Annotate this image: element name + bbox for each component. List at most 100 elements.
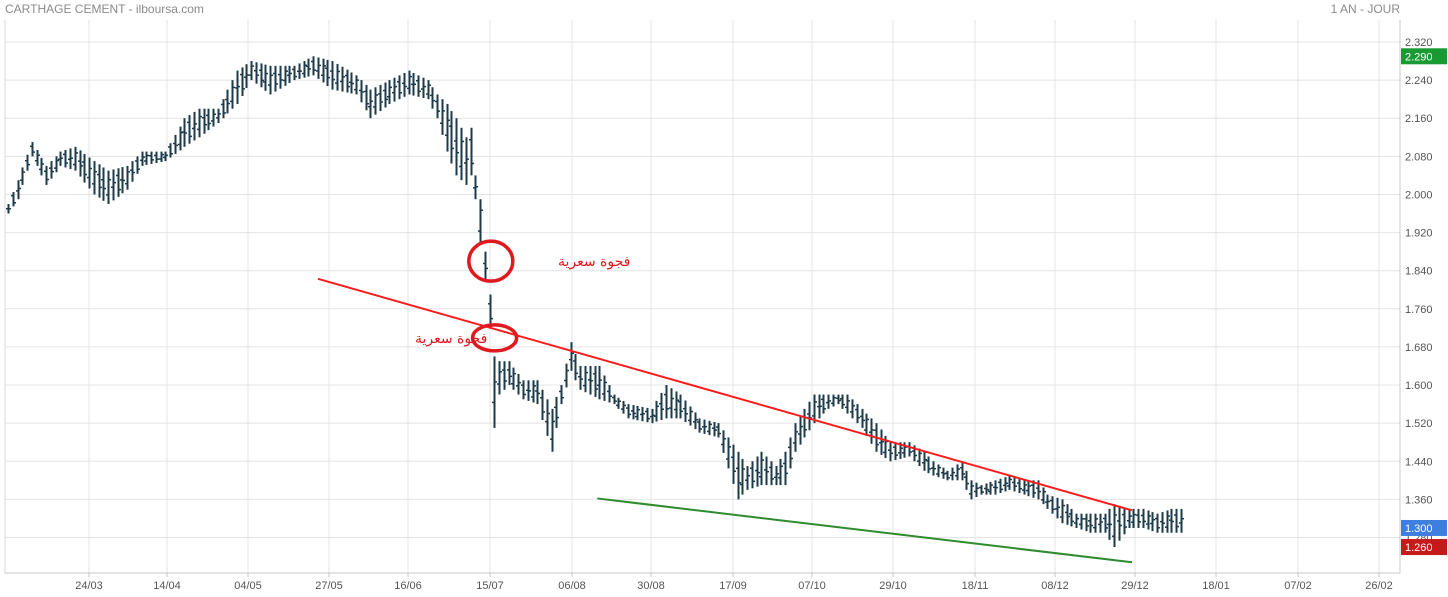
ohlc-bar [478,199,483,243]
ohlc-bar [44,165,49,185]
ohlc-bar [1017,478,1022,494]
ohlc-bar [125,165,130,190]
resistance-trendline [317,277,1133,512]
ohlc-bar [936,464,941,478]
ohlc-bar [1003,477,1008,492]
ohlc-bar [759,451,764,486]
ohlc-bar [626,404,631,419]
ohlc-bar [688,406,693,426]
ohlc-bar [755,456,760,487]
ohlc-bar [712,421,717,437]
ohlc-bar [1155,513,1160,533]
ohlc-bar [459,127,464,181]
ohlc-bar [769,461,774,486]
ohlc-bar [893,442,898,461]
ohlc-bar [631,405,636,420]
ohlc-bar [969,480,974,500]
ohlc-bar [473,175,478,200]
ohlc-bar [1069,508,1074,527]
ohlc-bar [879,429,884,455]
x-tick-label: 18/01 [1202,580,1230,592]
ohlc-bar [240,67,245,96]
ohlc-bar [1112,504,1117,548]
ohlc-bar [745,466,750,490]
ohlc-bar [783,451,788,486]
ohlc-bar [454,118,459,176]
ohlc-bar [702,419,707,434]
ohlc-bar [488,294,493,328]
ohlc-bar [287,65,292,83]
ohlc-bar [449,111,454,164]
ohlc-bar [54,156,59,173]
ohlc-bar [821,394,826,414]
ohlc-bar [817,394,822,419]
ohlc-bar [836,394,841,405]
ohlc-bar [283,65,288,86]
ohlc-bar [516,373,521,395]
ohlc-bar [1041,487,1046,505]
ohlc-bar [750,461,755,489]
x-tick-label: 29/12 [1121,580,1149,592]
ohlc-bar [221,99,226,119]
ohlc-bar [1165,510,1170,533]
ohlc-bar [1022,480,1027,495]
ohlc-bar [1093,513,1098,533]
gap-annotation: فجوة سعرية [558,254,630,270]
ohlc-bar [39,157,44,176]
ohlc-bar [58,151,63,166]
ohlc-bar [316,57,321,79]
y-tick-label: 1.360 [1405,494,1433,506]
ohlc-bar [359,80,364,103]
ohlc-bar [588,365,593,395]
ohlc-bar [364,84,369,111]
ohlc-bar [778,458,783,486]
ohlc-bar [855,404,860,424]
x-tick-label: 08/12 [1041,580,1069,592]
ohlc-bar [526,380,531,401]
ohlc-bar [659,392,664,420]
ohlc-bar [1131,508,1136,528]
ohlc-bar [1065,504,1070,525]
ohlc-bars [6,56,1184,548]
ohlc-bar [411,72,416,96]
ohlc-bar [63,149,68,168]
ohlc-bar [907,442,912,457]
ohlc-bar [521,380,526,400]
ohlc-bar [507,361,512,386]
ohlc-bar [593,365,598,397]
period-selector[interactable]: 1 AN - JOUR [1330,2,1400,16]
ohlc-bar [11,192,16,207]
ohlc-bar [182,118,187,147]
ohlc-bar [97,164,102,198]
price-badge-top: 2.290 [1401,48,1447,65]
y-tick-label: 2.160 [1405,113,1433,125]
ohlc-bar [550,408,555,452]
ohlc-bar [464,137,469,185]
ohlc-bar [25,154,30,171]
ohlc-bar [554,396,559,428]
ohlc-bar [774,466,779,486]
ohlc-bar [559,385,564,405]
y-tick-label: 2.240 [1405,75,1433,87]
svg-text:1.300: 1.300 [1405,523,1433,535]
ohlc-bar [545,399,550,436]
x-tick-label: 26/02 [1365,580,1393,592]
ohlc-bar [736,451,741,500]
y-tick-label: 1.920 [1405,228,1433,240]
x-tick-label: 27/05 [315,580,343,592]
ohlc-bar [950,467,955,481]
x-tick-label: 30/08 [637,580,665,592]
x-tick-label: 07/10 [798,580,826,592]
ohlc-bar [964,470,969,490]
ohlc-bar [254,62,259,84]
ohlc-bar [1117,505,1122,541]
ohlc-bar [249,61,254,81]
ohlc-bar [335,63,340,91]
x-tick-label: 17/09 [719,580,747,592]
ohlc-bar [197,108,202,138]
ohlc-bar [1122,507,1127,535]
ohlc-bar [144,151,149,165]
ohlc-bar [259,63,264,88]
x-axis-ticks: 24/03 14/04 04/05 27/05 16/06 15/07 06/08 30/08… [75,573,1393,592]
